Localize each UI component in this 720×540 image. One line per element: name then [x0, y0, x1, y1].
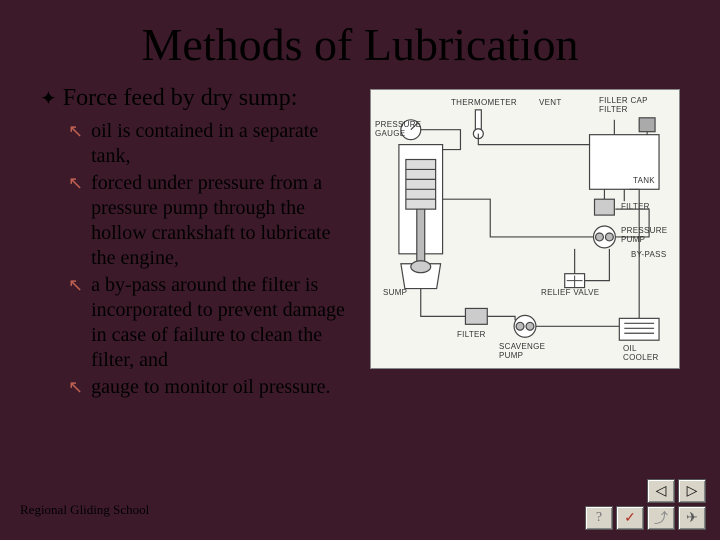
check-button[interactable]: ✓	[616, 506, 644, 530]
main-bullet-row: ✦ Force feed by dry sump:	[40, 85, 358, 113]
content-area: ✦ Force feed by dry sump: ↖ oil is conta…	[40, 85, 680, 402]
list-text: oil is contained in a separate tank,	[91, 119, 358, 169]
list-item: ↖ oil is contained in a separate tank,	[68, 119, 358, 169]
label-filter-bottom: FILTER	[457, 330, 486, 339]
return-icon: ⤴	[654, 508, 668, 528]
label-pressure-gauge: PRESSURE GAUGE	[375, 120, 425, 138]
check-icon: ✓	[624, 510, 636, 527]
label-sump: SUMP	[383, 288, 407, 297]
next-icon: ▷	[687, 483, 698, 500]
label-vent: VENT	[539, 98, 562, 107]
help-button[interactable]: ?	[585, 506, 613, 530]
help-icon: ?	[596, 510, 602, 526]
return-button[interactable]: ⤴	[647, 506, 675, 530]
label-oil-cooler: OIL COOLER	[623, 344, 663, 362]
prev-icon: ◁	[656, 483, 667, 500]
label-scavenge-pump: SCAVENGE PUMP	[499, 342, 549, 360]
label-relief-valve: RELIEF VALVE	[541, 288, 599, 297]
text-column: ✦ Force feed by dry sump: ↖ oil is conta…	[40, 85, 358, 402]
list-item: ↖ a by-pass around the filter is incorpo…	[68, 273, 358, 373]
list-text: gauge to monitor oil pressure.	[91, 375, 330, 400]
diagram-column: THERMOMETER VENT FILLER CAP FILTER PRESS…	[370, 85, 680, 402]
label-thermometer: THERMOMETER	[451, 98, 517, 107]
arrow-bullet-icon: ↖	[68, 273, 83, 297]
home-button[interactable]: ✈	[678, 506, 706, 530]
label-filler-cap: FILLER CAP FILTER	[599, 96, 659, 114]
arrow-bullet-icon: ↖	[68, 375, 83, 399]
list-text: forced under pressure from a pressure pu…	[91, 171, 358, 271]
slide-title: Methods of Lubrication	[40, 18, 680, 71]
list-item: ↖ gauge to monitor oil pressure.	[68, 375, 358, 400]
prev-button[interactable]: ◁	[647, 479, 675, 503]
label-tank: TANK	[633, 176, 655, 185]
label-filter: FILTER	[621, 202, 650, 211]
diamond-bullet-icon: ✦	[40, 85, 57, 113]
plane-icon: ✈	[686, 510, 698, 527]
arrow-bullet-icon: ↖	[68, 171, 83, 195]
heading-text: Force feed by dry sump:	[63, 85, 298, 112]
arrow-bullet-icon: ↖	[68, 119, 83, 143]
next-button[interactable]: ▷	[678, 479, 706, 503]
list-text: a by-pass around the filter is incorpora…	[91, 273, 358, 373]
nav-button-grid: ◁ ▷ ? ✓ ⤴ ✈	[585, 479, 706, 530]
label-bypass: BY-PASS	[631, 250, 666, 259]
label-pressure-pump: PRESSURE PUMP	[621, 226, 671, 244]
slide: Methods of Lubrication ✦ Force feed by d…	[0, 0, 720, 540]
list-item: ↖ forced under pressure from a pressure …	[68, 171, 358, 271]
lubrication-diagram: THERMOMETER VENT FILLER CAP FILTER PRESS…	[370, 89, 680, 369]
footer-text: Regional Gliding School	[20, 502, 149, 518]
sub-list: ↖ oil is contained in a separate tank, ↖…	[40, 119, 358, 400]
